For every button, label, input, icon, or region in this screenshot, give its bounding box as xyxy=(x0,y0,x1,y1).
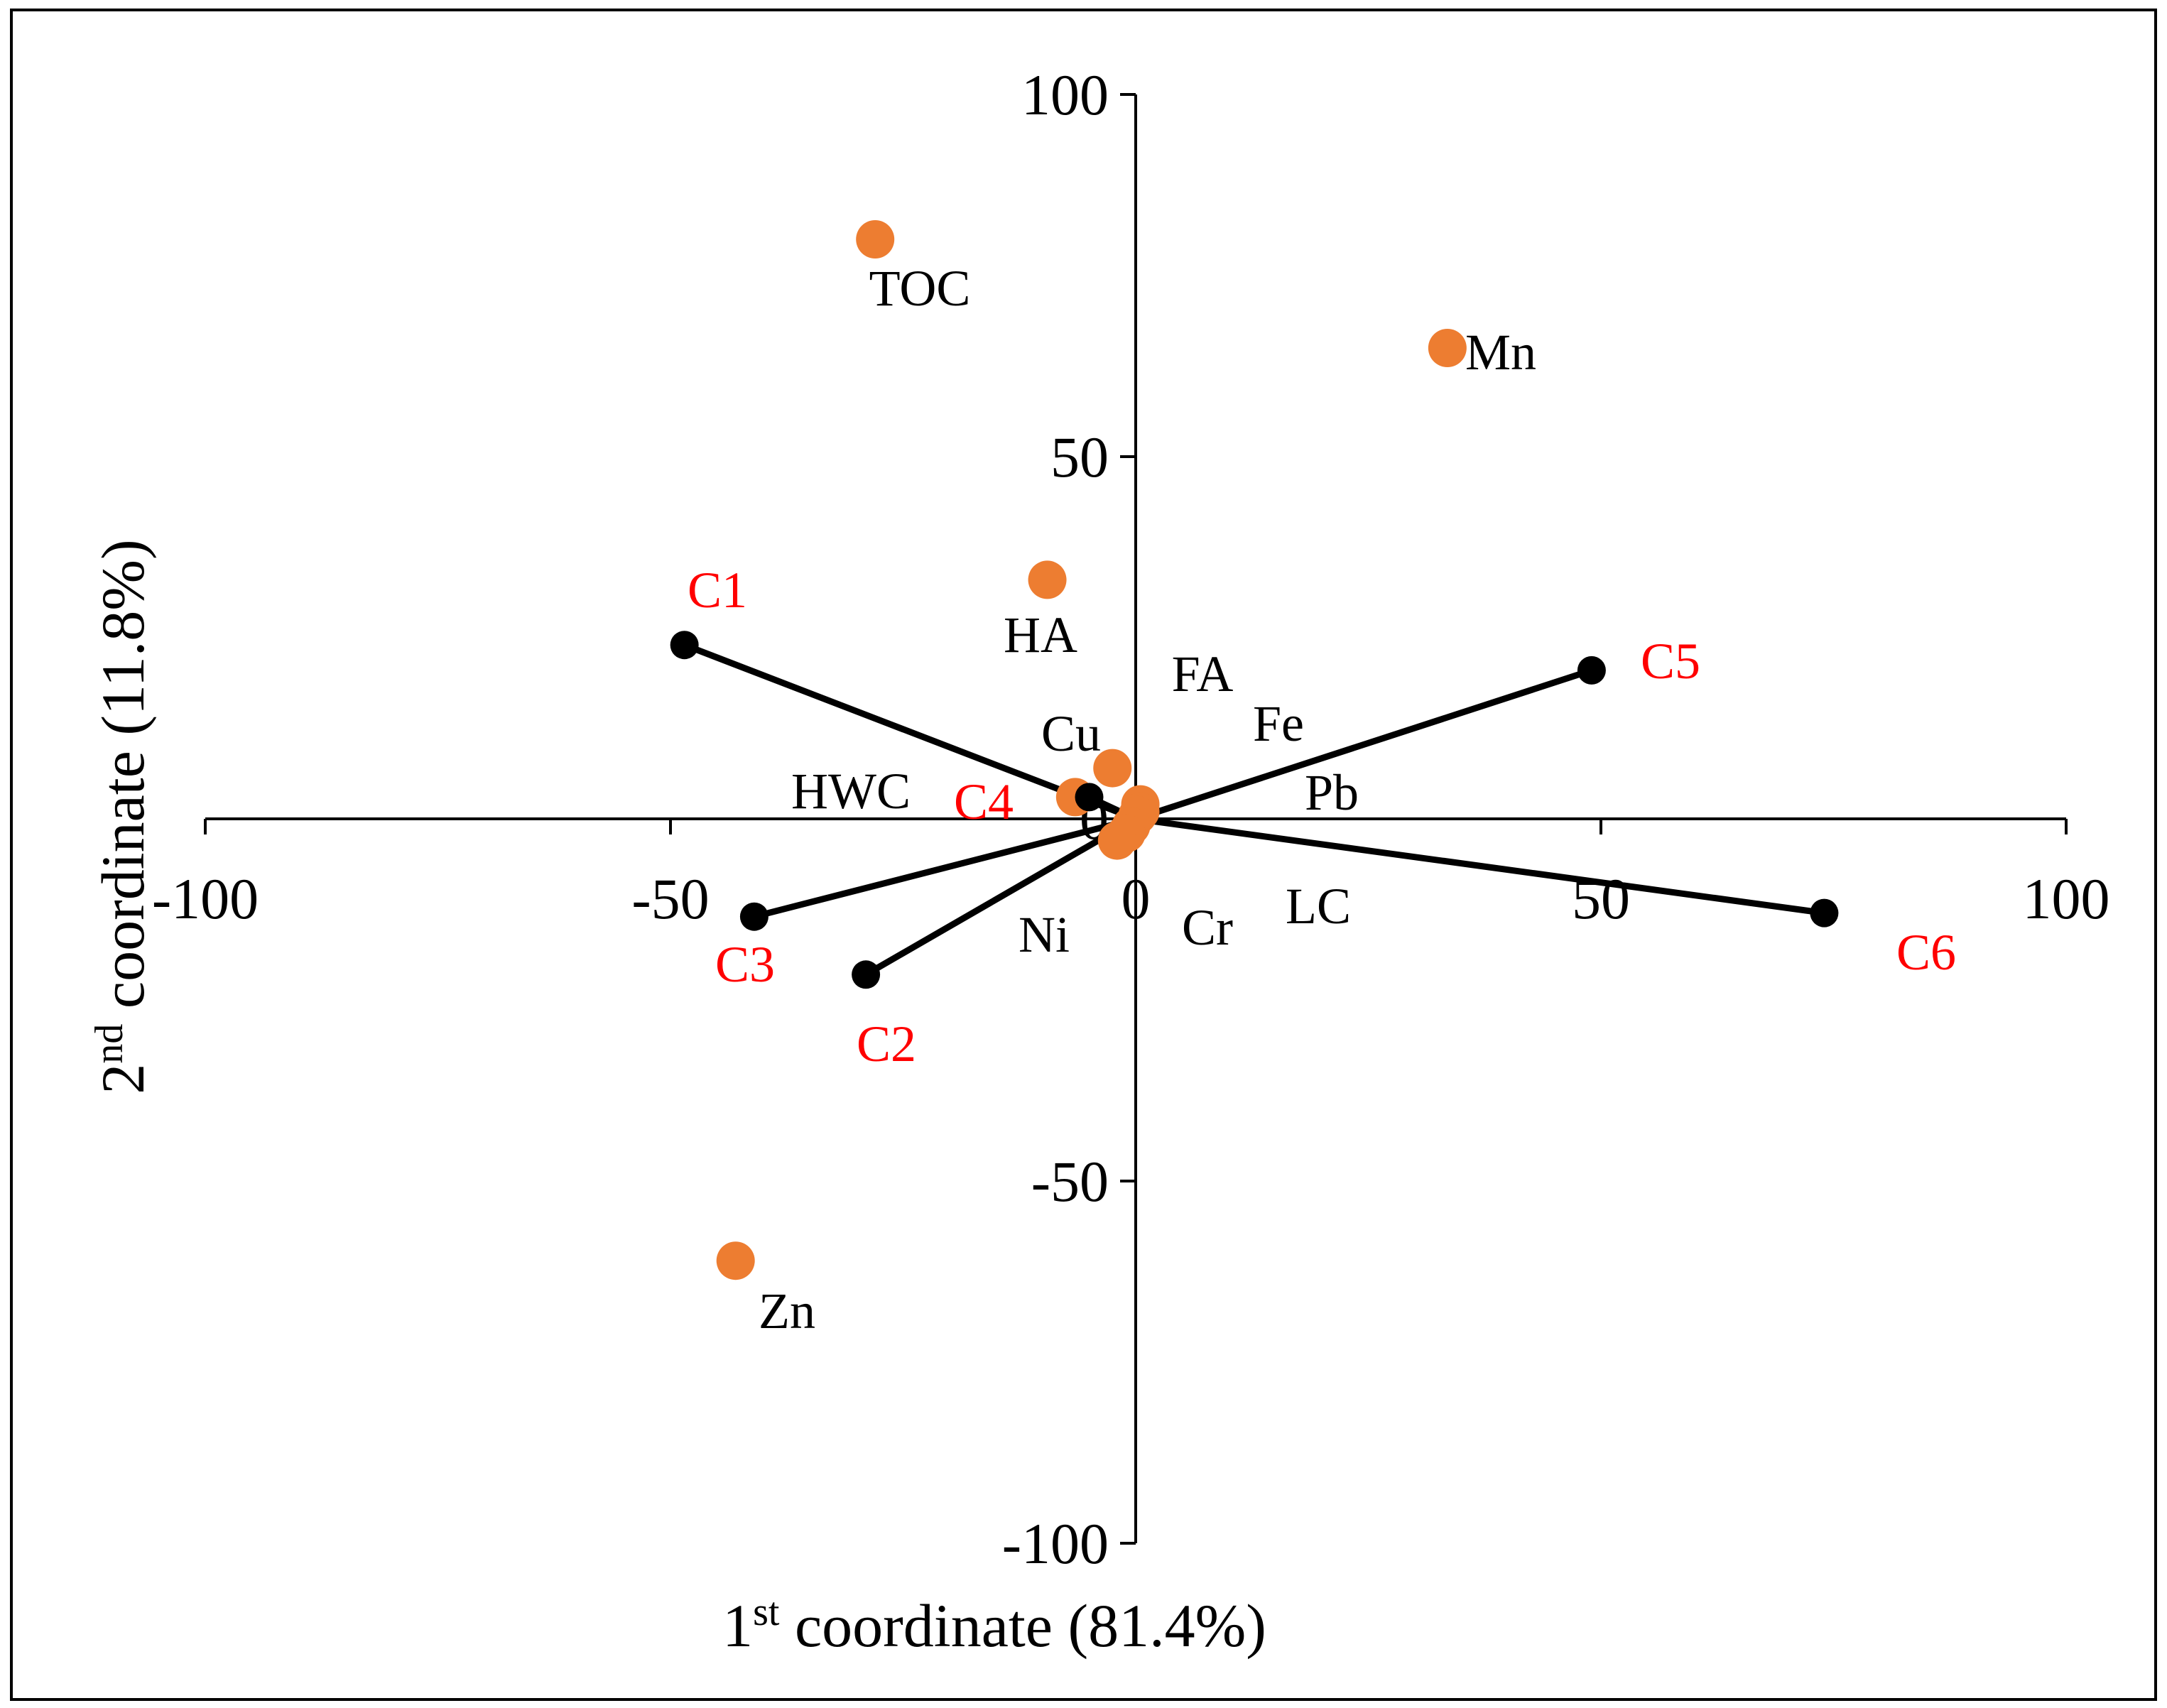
vector-c6 xyxy=(1135,815,1825,917)
variable-label-ni: Ni xyxy=(1019,906,1070,963)
variable-label-toc: TOC xyxy=(869,260,971,317)
sample-point-c1 xyxy=(670,631,699,660)
variable-label-cr: Cr xyxy=(1182,899,1233,956)
variable-label-cu: Cu xyxy=(1041,705,1101,762)
sample-point-c2 xyxy=(852,960,881,989)
sample-label-c5: C5 xyxy=(1641,633,1700,690)
figure-border xyxy=(10,9,2157,1701)
x-tick-label: -50 xyxy=(631,866,709,931)
x-tick-label: 50 xyxy=(1572,866,1630,931)
variable-label-fe: Fe xyxy=(1253,695,1304,752)
y-tick-label: 50 xyxy=(1050,425,1109,489)
variable-point-zn xyxy=(716,1241,755,1280)
sample-point-c6 xyxy=(1810,898,1839,928)
x-tick-label: 100 xyxy=(2023,866,2110,931)
y-tick-label: 100 xyxy=(1021,62,1109,127)
sample-label-c1: C1 xyxy=(688,562,747,619)
variable-label-fa: FA xyxy=(1172,646,1234,702)
sample-label-c3: C3 xyxy=(715,936,775,993)
variable-point-toc xyxy=(856,220,895,259)
vector-c2 xyxy=(864,816,1138,978)
variable-label-hwc: HWC xyxy=(791,763,911,820)
x-tick-label: 0 xyxy=(1121,866,1151,931)
sample-point-c4 xyxy=(1075,783,1104,812)
vector-c5 xyxy=(1134,667,1593,822)
variable-point-ha xyxy=(1028,560,1067,599)
y-axis-title: 2nd coordinate (11.8%) xyxy=(87,539,157,1094)
x-axis-ticks: -100 -50 0 50 100 xyxy=(152,819,2110,931)
sample-label-c6: C6 xyxy=(1896,924,1956,981)
y-tick-label: -100 xyxy=(1002,1511,1109,1576)
variable-label-lc: LC xyxy=(1286,878,1351,935)
y-tick-label: -50 xyxy=(1031,1149,1109,1214)
variable-label-ha: HA xyxy=(1004,606,1077,663)
variable-label-mn: Mn xyxy=(1465,324,1536,381)
sample-label-c2: C2 xyxy=(857,1016,916,1072)
variable-point-ni xyxy=(1097,821,1136,860)
sample-point-c5 xyxy=(1577,656,1606,685)
variable-label-zn: Zn xyxy=(759,1283,815,1339)
variable-point-mn xyxy=(1428,329,1467,367)
sample-point-c3 xyxy=(739,902,769,931)
sample-label-c4: C4 xyxy=(954,773,1014,830)
vector-c3 xyxy=(753,815,1137,920)
variable-point-cu xyxy=(1093,749,1132,788)
x-tick-label: -100 xyxy=(152,866,259,931)
sample-points xyxy=(670,631,1839,989)
variable-label-pb: Pb xyxy=(1305,764,1359,821)
x-axis-title: 1st coordinate (81.4%) xyxy=(722,1590,1266,1660)
